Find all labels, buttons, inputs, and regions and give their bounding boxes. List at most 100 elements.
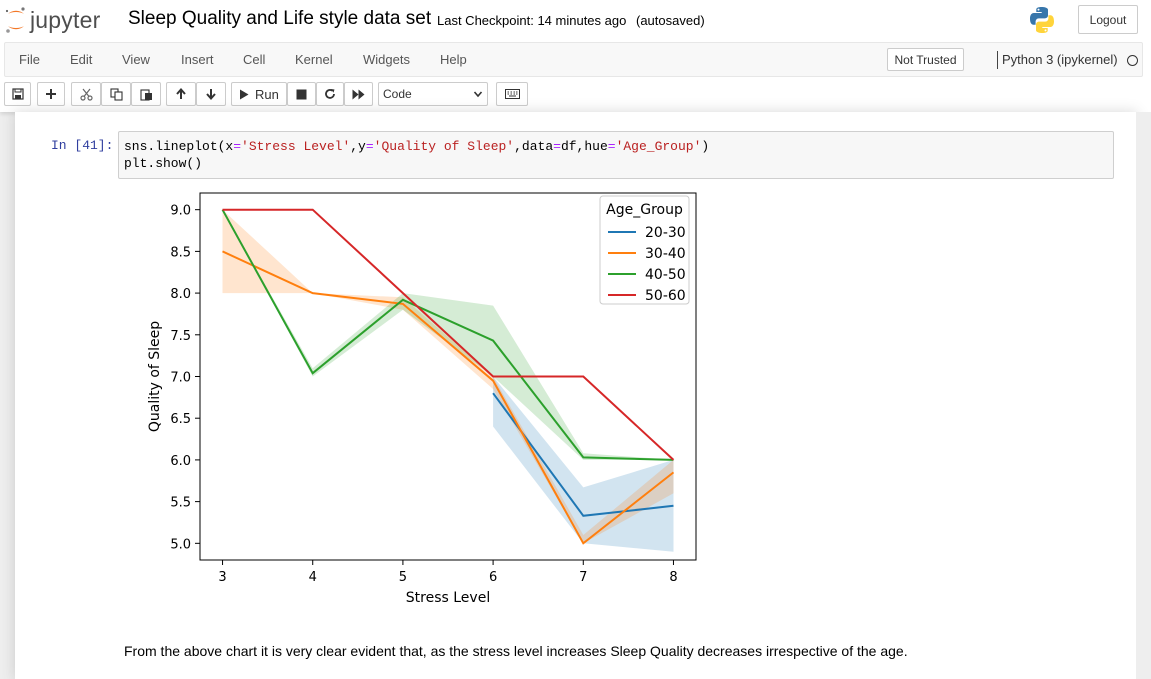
restart-run-all-button[interactable] — [344, 82, 373, 106]
code-token: ) — [701, 139, 710, 154]
code-token: sns.lineplot(x — [124, 139, 234, 154]
menu-insert[interactable]: Insert — [181, 52, 214, 67]
move-down-button[interactable] — [196, 82, 226, 106]
code-token: 'Quality of Sleep' — [373, 139, 515, 154]
checkpoint-status: Last Checkpoint: 14 minutes ago — [437, 13, 627, 28]
logo-text: jupyter — [30, 6, 101, 33]
series-line-30-40 — [222, 250, 675, 545]
ci-band-20-30 — [493, 376, 674, 552]
chevron-down-icon — [473, 91, 483, 98]
line-chart: 3 4 5 6 7 8 5.0 5.5 6.0 6.5 7.0 7.5 8.0 8.5 9.0 Stres… — [147, 192, 697, 606]
y-tick-label: 8.0 — [170, 287, 191, 302]
x-tick-label: 3 — [218, 570, 226, 585]
menu-help[interactable]: Help — [440, 52, 467, 67]
x-tick-label: 7 — [579, 570, 587, 585]
code-token: ,data — [514, 139, 554, 154]
legend-label: 20-30 — [645, 225, 686, 241]
legend-box — [599, 195, 690, 305]
restart-icon — [325, 89, 335, 99]
code-cell-input[interactable]: sns.lineplot(x='Stress Level',y='Quality… — [118, 131, 1114, 179]
legend-label: 50-60 — [645, 288, 686, 304]
not-trusted-button[interactable]: Not Trusted — [887, 48, 964, 71]
cut-button[interactable] — [71, 82, 101, 106]
markdown-output-text: From the above chart it is very clear ev… — [124, 643, 908, 659]
interrupt-button[interactable] — [287, 82, 316, 106]
legend-label: 30-40 — [645, 246, 686, 262]
menu-file[interactable]: File — [19, 52, 40, 67]
code-token: 'Age_Group' — [615, 139, 702, 154]
notebook-title[interactable]: Sleep Quality and Life style data set — [128, 8, 432, 29]
menu-cell[interactable]: Cell — [243, 52, 266, 67]
copy-button[interactable] — [101, 82, 131, 106]
command-palette-button[interactable] — [496, 82, 528, 106]
y-axis-label: Quality of Sleep — [147, 321, 163, 432]
menu-edit[interactable]: Edit — [70, 52, 93, 67]
cell-type-select[interactable]: Code — [378, 82, 488, 106]
x-axis-label: Stress Level — [406, 590, 490, 606]
chart-legend: Age_Group 20-30 30-40 40-50 50-60 — [599, 195, 690, 305]
legend-label: 40-50 — [645, 267, 686, 283]
code-line: plt.show() — [124, 155, 1113, 172]
legend-title: Age_Group — [606, 202, 683, 218]
y-tick-label: 5.5 — [170, 496, 191, 511]
run-label: Run — [255, 86, 279, 102]
kernel-idle-indicator — [1127, 55, 1138, 66]
menu-view[interactable]: View — [122, 52, 150, 67]
code-token: df,hue — [560, 139, 608, 154]
fast-forward-icon — [352, 89, 364, 99]
cell-type-value: Code — [383, 87, 412, 101]
save-button[interactable] — [4, 82, 31, 106]
x-tick-label: 4 — [309, 570, 317, 585]
input-prompt: In [41]: — [51, 138, 114, 153]
code-token: = — [233, 139, 242, 154]
y-tick-label: 8.5 — [170, 245, 191, 260]
jupyter-logo-icon — [5, 7, 25, 33]
code-token: 'Stress Level' — [241, 139, 351, 154]
x-tick-label: 5 — [399, 570, 407, 585]
menu-kernel[interactable]: Kernel — [295, 52, 333, 67]
restart-button[interactable] — [316, 82, 344, 106]
y-tick-label: 9.0 — [170, 204, 191, 219]
cut-icon — [79, 88, 93, 101]
x-tick-label: 6 — [489, 570, 497, 585]
paste-icon — [139, 88, 152, 101]
y-axis-ticks: 5.0 5.5 6.0 6.5 7.0 7.5 8.0 8.5 9.0 — [170, 204, 200, 552]
y-tick-label: 5.0 — [170, 537, 191, 552]
series-line-50-60 — [222, 208, 675, 461]
kernel-name[interactable]: Python 3 (ipykernel) — [1002, 52, 1118, 67]
code-token: plt.show() — [124, 156, 203, 171]
code-line: sns.lineplot(x='Stress Level',y='Quality… — [124, 138, 1113, 155]
move-up-button[interactable] — [166, 82, 196, 106]
plus-icon — [46, 89, 56, 99]
y-tick-label: 6.5 — [170, 412, 191, 427]
save-icon — [11, 88, 24, 100]
x-tick-label: 8 — [669, 570, 677, 585]
x-axis-ticks: 3 4 5 6 7 8 — [218, 560, 678, 585]
keyboard-icon — [504, 89, 520, 99]
menu-bar: File Edit View Insert Cell Kernel Widget… — [4, 42, 1143, 77]
y-tick-label: 7.0 — [170, 371, 191, 386]
play-icon — [240, 89, 249, 99]
kernel-separator — [997, 51, 998, 69]
series-line-40-50 — [221, 209, 674, 461]
jupyter-logo[interactable]: jupyter — [4, 4, 116, 36]
y-tick-label: 6.0 — [170, 454, 191, 469]
code-token: ,y — [350, 139, 366, 154]
paste-button[interactable] — [131, 82, 161, 106]
insert-cell-button[interactable] — [37, 82, 65, 106]
arrow-up-icon — [176, 88, 186, 99]
code-token: = — [365, 139, 374, 154]
python-logo-icon — [1030, 7, 1054, 33]
code-token: = — [553, 139, 561, 154]
code-token: = — [607, 139, 616, 154]
logout-button[interactable]: Logout — [1078, 5, 1138, 34]
series-lines — [221, 208, 675, 545]
notebook-header: jupyter Sleep Quality and Life style dat… — [0, 0, 1151, 112]
scroll-gutter — [1136, 112, 1151, 679]
toolbar: Run Code — [0, 80, 1151, 110]
stop-icon — [296, 89, 307, 99]
menu-widgets[interactable]: Widgets — [363, 52, 410, 67]
y-tick-label: 7.5 — [170, 329, 191, 344]
run-button[interactable]: Run — [231, 82, 287, 106]
autosave-status: (autosaved) — [636, 13, 705, 28]
